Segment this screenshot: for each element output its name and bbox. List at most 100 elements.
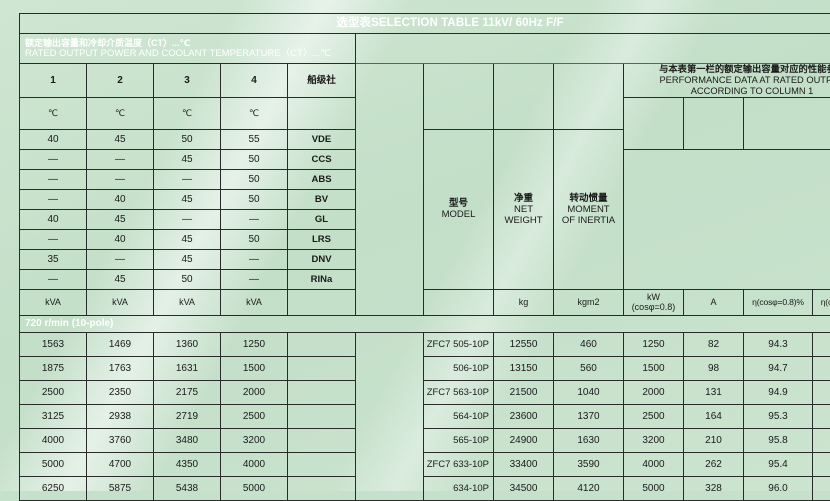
kva-value: 6250 xyxy=(20,476,87,500)
speed-band-row: 720 r/min (10-pole) xyxy=(20,315,830,332)
power-output-value: 5000 xyxy=(624,476,684,500)
society-name: VDE xyxy=(288,129,356,149)
moment-inertia-value: 460 xyxy=(554,332,624,356)
society-name: LRS xyxy=(288,229,356,249)
current-header-spacer xyxy=(684,97,744,149)
rated-power-value: — xyxy=(87,169,154,189)
model-value: ZFC7 505-10P xyxy=(424,332,494,356)
kva-value: 4350 xyxy=(154,452,221,476)
net-weight-value: 34500 xyxy=(494,476,554,500)
model-header-en: MODEL xyxy=(424,209,493,220)
model-value: ZFC7 633-10P xyxy=(424,452,494,476)
rated-power-value: 50 xyxy=(221,149,288,169)
column-number-3: 3 xyxy=(154,64,221,98)
efficiency-08-value: 96.0 xyxy=(744,476,813,500)
rated-power-value: 50 xyxy=(221,229,288,249)
column-number-1: 1 xyxy=(20,64,87,98)
efficiency-10-value: 95.6 xyxy=(813,356,830,380)
net-weight-value: 33400 xyxy=(494,452,554,476)
power-output-value: 2500 xyxy=(624,404,684,428)
rated-current-value: 164 xyxy=(684,404,744,428)
rated-power-value: 45 xyxy=(154,229,221,249)
rated-power-value: 50 xyxy=(221,169,288,189)
column-number-2: 2 xyxy=(87,64,154,98)
rated-power-value: — xyxy=(20,269,87,289)
power-output-value: 4000 xyxy=(624,452,684,476)
rated-power-value: 50 xyxy=(221,189,288,209)
model-header-spacer xyxy=(424,64,494,130)
rated-current-value: 131 xyxy=(684,380,744,404)
kva-value: 2500 xyxy=(20,380,87,404)
efficiency-08-value: 94.9 xyxy=(744,380,813,404)
weight-header-spacer xyxy=(494,64,554,130)
unit-kva: kVA xyxy=(20,289,87,315)
rated-output-header-en: RATED OUTPUT POWER AND COOLANT TEMPERATU… xyxy=(25,48,355,59)
net-weight-value: 24900 xyxy=(494,428,554,452)
efficiency-10-value: 95.9 xyxy=(813,380,830,404)
power-output-value: 1250 xyxy=(624,332,684,356)
unit-kva: kVA xyxy=(221,289,288,315)
rated-output-header: 额定输出容量和冷却介质温度（CT）...℃ RATED OUTPUT POWER… xyxy=(20,34,356,64)
rated-power-value: — xyxy=(87,249,154,269)
model-value: 634-10P xyxy=(424,476,494,500)
society-name: BV xyxy=(288,189,356,209)
efficiency-08-value: 95.8 xyxy=(744,428,813,452)
rated-power-value: 40 xyxy=(87,229,154,249)
unit-society-blank xyxy=(288,289,356,315)
unit-net-weight: kg xyxy=(494,289,554,315)
rated-power-value: 45 xyxy=(87,269,154,289)
rated-current-value: 98 xyxy=(684,356,744,380)
rated-power-value: 45 xyxy=(154,149,221,169)
unit-efficiency-10: η(cosφ=1.0)% xyxy=(813,289,830,315)
column-number-row: 1 2 3 4 船级社 与本表第一栏的额定输出容量对应的性能参数 PERFORM… xyxy=(20,64,830,98)
table-row: 4000 3760 3480 3200 565-10P 24900 1630 3… xyxy=(20,428,830,452)
table-title: 选型表SELECTION TABLE 11kV/ 60Hz F/F xyxy=(20,14,830,34)
moment-inertia-value: 560 xyxy=(554,356,624,380)
rated-power-value: 45 xyxy=(154,249,221,269)
kva-value: 2350 xyxy=(87,380,154,404)
rated-power-value: — xyxy=(221,269,288,289)
society-column-header: 船级社 xyxy=(288,64,356,98)
efficiency-header-spacer xyxy=(744,97,830,149)
kva-value: 2175 xyxy=(154,380,221,404)
kva-value: 4000 xyxy=(221,452,288,476)
spacer-column-data xyxy=(356,332,424,500)
model-column-header: 型号 MODEL xyxy=(424,129,494,289)
temp-unit-2: ℃ xyxy=(87,97,154,129)
kva-value: 1763 xyxy=(87,356,154,380)
kva-value: 1500 xyxy=(221,356,288,380)
table-row: 6250 5875 5438 5000 634-10P 34500 4120 5… xyxy=(20,476,830,500)
rated-power-value: 40 xyxy=(20,209,87,229)
rated-current-value: 262 xyxy=(684,452,744,476)
efficiency-10-value: 96.7 xyxy=(813,476,830,500)
performance-header-en1: PERFORMANCE DATA AT RATED OUTPUT xyxy=(659,75,830,85)
society-unit-blank xyxy=(288,97,356,129)
table-row: 1563 1469 1360 1250 ZFC7 505-10P 12550 4… xyxy=(20,332,830,356)
efficiency-10-value: 95.4 xyxy=(813,332,830,356)
performance-header-cn: 与本表第一栏的额定输出容量对应的性能参数 xyxy=(624,64,830,75)
kva-value: 2719 xyxy=(154,404,221,428)
moment-inertia-value: 4120 xyxy=(554,476,624,500)
efficiency-08-value: 94.3 xyxy=(744,332,813,356)
kva-value: 3200 xyxy=(221,428,288,452)
society-blank xyxy=(288,404,356,428)
net-weight-value: 23600 xyxy=(494,404,554,428)
inertia-header-spacer xyxy=(554,64,624,130)
unit-power-output: kW(cosφ=0.8) xyxy=(624,289,684,315)
kva-value: 5875 xyxy=(87,476,154,500)
rated-power-value: — xyxy=(221,209,288,229)
unit-kva: kVA xyxy=(154,289,221,315)
rated-power-value: 50 xyxy=(154,269,221,289)
efficiency-10-value: 96.2 xyxy=(813,452,830,476)
selection-table-sheet: 选型表SELECTION TABLE 11kV/ 60Hz F/F 额定输出容量… xyxy=(19,13,812,472)
temp-unit-4: ℃ xyxy=(221,97,288,129)
society-blank xyxy=(288,356,356,380)
kva-value: 5000 xyxy=(20,452,87,476)
spacer-column xyxy=(356,64,424,316)
kva-value: 2500 xyxy=(221,404,288,428)
rated-output-header-cn: 额定输出容量和冷却介质温度（CT）...℃ xyxy=(25,38,355,49)
power-output-value: 1500 xyxy=(624,356,684,380)
